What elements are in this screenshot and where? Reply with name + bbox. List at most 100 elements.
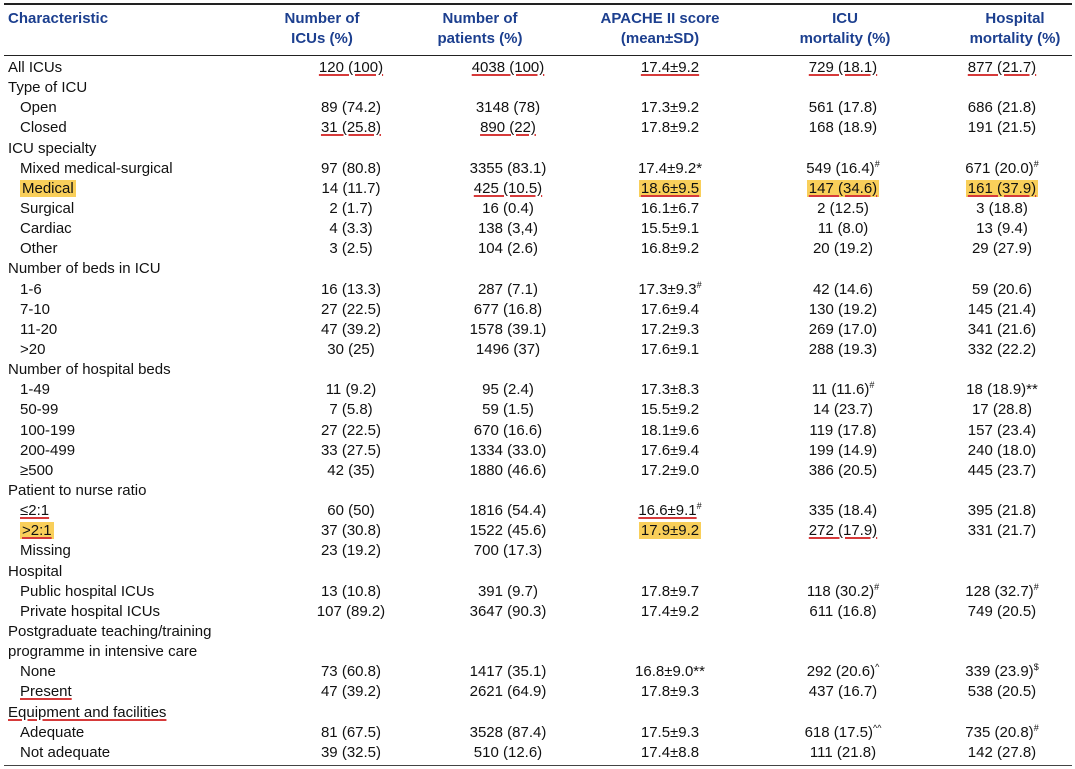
- data-cell: 23 (19.2): [272, 541, 430, 561]
- header-line-2: ICUs (%): [291, 30, 353, 47]
- cell-text: Private hospital ICUs: [20, 602, 161, 620]
- row-label: Closed: [8, 118, 272, 138]
- group-row: Type of ICU: [8, 78, 1072, 98]
- data-cell: 17.5±9.3: [586, 723, 754, 743]
- data-cell: 1496 (37): [430, 340, 586, 360]
- cell-text: Number of hospital beds: [8, 361, 171, 379]
- header-line-1: Number of: [284, 10, 360, 27]
- group-row: ICU specialty: [8, 139, 1072, 159]
- data-cell: 3 (18.8): [932, 199, 1072, 219]
- data-cell: 4 (3.3): [272, 219, 430, 239]
- cell-text: >20: [20, 341, 46, 359]
- cell-text: 120 (100): [318, 59, 384, 77]
- cell-text: 437 (16.7): [808, 683, 878, 701]
- cell-text: 59 (20.6): [971, 280, 1033, 298]
- cell-text: 89 (74.2): [320, 99, 382, 117]
- data-cell: 128 (32.7)#: [932, 582, 1072, 602]
- cell-text: 17.9±9.2: [638, 522, 702, 540]
- table-row: 100-199 27 (22.5) 670 (16.6) 18.1±9.6 119 (1…: [8, 421, 1072, 441]
- cell-text: 749 (20.5): [967, 602, 1037, 620]
- data-cell: 14 (23.7): [754, 400, 932, 420]
- data-cell: 292 (20.6)^: [754, 662, 932, 682]
- cell-text: 16.8±9.0**: [635, 663, 705, 681]
- footnote-marker: $: [1033, 662, 1039, 673]
- table-row: ≥500 42 (35) 1880 (46.6) 17.2±9.0 386 (20.5)…: [8, 461, 1072, 481]
- data-cell: 1816 (54.4): [430, 501, 586, 521]
- cell-text: 161 (37.9): [965, 179, 1039, 197]
- cell-text: 611 (16.8): [809, 602, 877, 620]
- cell-text: 15.5±9.1: [640, 220, 700, 238]
- data-cell: 17 (28.8): [932, 400, 1072, 420]
- data-cell: 33 (27.5): [272, 441, 430, 461]
- characteristics-table: All ICUs 120 (100) 4038 (100) 17.4±9.2 729 (…: [8, 58, 1072, 763]
- cell-text: 17.2±9.0: [640, 461, 700, 479]
- table-row: 11-20 47 (39.2) 1578 (39.1) 17.2±9.3 269 (17…: [8, 320, 1072, 340]
- data-cell: 877 (21.7): [932, 58, 1072, 78]
- cell-text: 335 (18.4): [808, 502, 878, 520]
- cell-text: 3148 (78): [475, 99, 541, 117]
- cell-text: 4038 (100): [471, 59, 545, 77]
- group-label: programme in intensive care: [8, 642, 1072, 662]
- table-row: 1-6 16 (13.3) 287 (7.1) 17.3±9.3# 42 (14.6) 5…: [8, 280, 1072, 300]
- cell-text: 549 (16.4): [806, 159, 875, 177]
- data-cell: 735 (20.8)#: [932, 723, 1072, 743]
- data-cell: 16.8±9.2: [586, 239, 754, 259]
- data-cell: 14 (11.7): [272, 179, 430, 199]
- data-cell: 104 (2.6): [430, 239, 586, 259]
- data-cell: 538 (20.5): [932, 682, 1072, 702]
- table-body: All ICUs 120 (100) 4038 (100) 17.4±9.2 729 (…: [8, 58, 1072, 763]
- data-cell: 16.1±6.7: [586, 199, 754, 219]
- cell-text: 147 (34.6): [806, 179, 880, 197]
- cell-text: 138 (3,4): [477, 220, 539, 238]
- table-row: 1-49 11 (9.2) 95 (2.4) 17.3±8.3 11 (11.6)# 18…: [8, 380, 1072, 400]
- data-cell: 1880 (46.6): [430, 461, 586, 481]
- data-cell: 17.3±9.2: [586, 98, 754, 118]
- data-cell: 749 (20.5): [932, 602, 1072, 622]
- cell-text: Type of ICU: [8, 79, 88, 97]
- data-cell: 30 (25): [272, 340, 430, 360]
- data-cell: 2621 (64.9): [430, 682, 586, 702]
- row-label: 1-49: [8, 380, 272, 400]
- cell-text: 670 (16.6): [473, 421, 543, 439]
- group-row: Postgraduate teaching/training: [8, 622, 1072, 642]
- data-cell: 445 (23.7): [932, 461, 1072, 481]
- data-cell: 17.6±9.1: [586, 340, 754, 360]
- data-cell: 118 (30.2)#: [754, 582, 932, 602]
- data-cell: 47 (39.2): [272, 320, 430, 340]
- data-cell: 130 (19.2): [754, 300, 932, 320]
- cell-text: 104 (2.6): [477, 240, 539, 258]
- footnote-marker: #: [696, 501, 702, 512]
- header-line-2: (mean±SD): [620, 30, 700, 47]
- footnote-marker: ^^: [872, 722, 882, 733]
- data-cell: 240 (18.0): [932, 441, 1072, 461]
- cell-text: 42 (35): [327, 461, 375, 479]
- cell-text: 42 (14.6): [812, 280, 874, 298]
- cell-text: 73 (60.8): [320, 663, 382, 681]
- data-cell: 2 (12.5): [754, 199, 932, 219]
- cell-text: 7-10: [20, 300, 51, 318]
- cell-text: 16 (0.4): [482, 200, 534, 218]
- table-row: All ICUs 120 (100) 4038 (100) 17.4±9.2 729 (…: [8, 58, 1072, 78]
- data-cell: 386 (20.5): [754, 461, 932, 481]
- cell-text: 445 (23.7): [967, 461, 1037, 479]
- data-cell: 288 (19.3): [754, 340, 932, 360]
- cell-text: 1-49: [20, 381, 51, 399]
- data-cell: 4038 (100): [430, 58, 586, 78]
- cell-text: 118 (30.2): [806, 582, 875, 600]
- data-cell: 395 (21.8): [932, 501, 1072, 521]
- header-line-1: ICU: [832, 10, 858, 27]
- cell-text: 15.5±9.2: [640, 401, 700, 419]
- cell-text: 17.3±9.2: [640, 99, 700, 117]
- cell-text: 130 (19.2): [808, 300, 878, 318]
- data-cell: 671 (20.0)#: [932, 159, 1072, 179]
- cell-text: 29 (27.9): [971, 240, 1033, 258]
- data-cell: 13 (10.8): [272, 582, 430, 602]
- cell-text: Cardiac: [20, 220, 72, 238]
- table-row: Adequate 81 (67.5) 3528 (87.4) 17.5±9.3 618 …: [8, 723, 1072, 743]
- data-cell: 17.3±9.3#: [586, 280, 754, 300]
- data-cell: [586, 541, 754, 561]
- cell-text: 339 (23.9): [965, 663, 1034, 681]
- data-cell: 3528 (87.4): [430, 723, 586, 743]
- data-cell: [932, 541, 1072, 561]
- data-cell: 42 (35): [272, 461, 430, 481]
